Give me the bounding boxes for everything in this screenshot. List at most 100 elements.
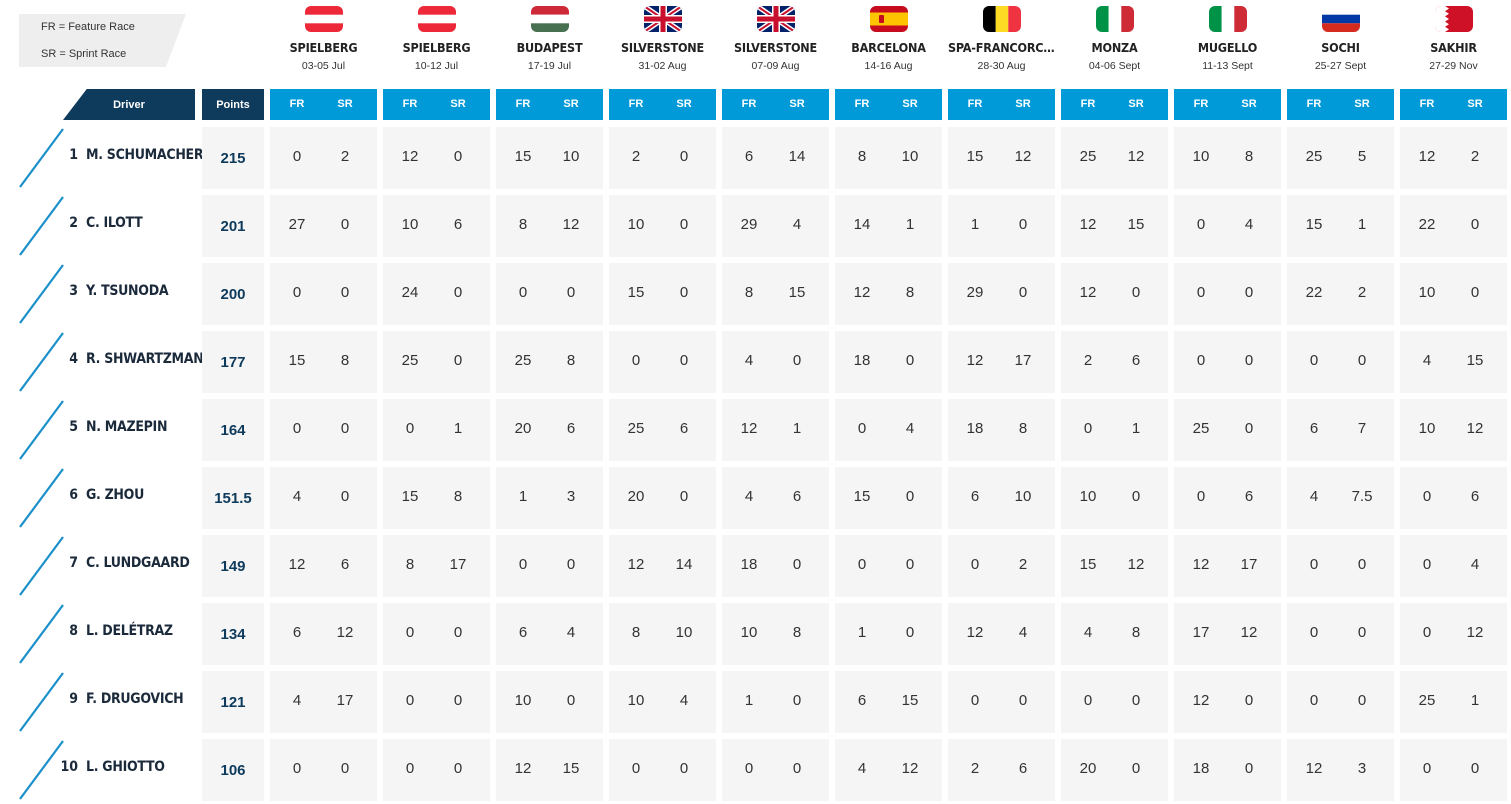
feature-race-points: 12 [1079, 216, 1097, 233]
sprint-race-points: 0 [905, 488, 915, 505]
fr-header: FR [741, 98, 757, 110]
driver-name[interactable]: C. LUNDGAARD [86, 555, 190, 571]
fr-header: FR [1080, 98, 1096, 110]
sprint-race-points: 3 [566, 488, 576, 505]
feature-race-points: 29 [740, 216, 758, 233]
sprint-race-points: 0 [340, 760, 350, 777]
race-result-cell: 18 0 [1174, 739, 1281, 801]
italy-flag-icon [1208, 6, 1247, 32]
driver-name[interactable]: L. GHIOTTO [86, 759, 165, 775]
driver-name[interactable]: R. SHWARTZMAN [86, 351, 204, 367]
race-result-cell: 12 1 [722, 399, 829, 461]
race-type-header: FR SR [835, 89, 942, 120]
sprint-race-points: 12 [562, 216, 580, 233]
feature-race-points: 20 [1079, 760, 1097, 777]
driver-name[interactable]: M. SCHUMACHER [86, 147, 204, 163]
circuit-7: SPA-FRANCORC... 28-30 Aug [948, 6, 1055, 72]
circuit-11: SAKHIR 27-29 Nov [1400, 6, 1507, 72]
driver-position: 8 [69, 623, 78, 639]
race-result-cell: 1 0 [722, 671, 829, 733]
race-result-cell: 0 6 [1174, 467, 1281, 529]
table-row[interactable]: 6 G. ZHOU 151.5 4 0 15 8 1 3 20 0 4 6 15… [0, 467, 1511, 529]
race-result-cell: 0 0 [270, 739, 377, 801]
driver-name[interactable]: F. DRUGOVICH [86, 691, 184, 707]
feature-race-points: 25 [627, 420, 645, 437]
circuit-6: BARCELONA 14-16 Aug [835, 6, 942, 72]
race-result-cell: 0 0 [948, 671, 1055, 733]
slash-accent-icon [19, 332, 64, 392]
sprint-race-points: 0 [679, 352, 689, 369]
feature-race-points: 8 [857, 148, 867, 165]
table-row[interactable]: 2 C. ILOTT 201 27 0 10 6 8 12 10 0 29 4 … [0, 195, 1511, 257]
circuit-dates: 07-09 Aug [751, 60, 800, 72]
race-result-cell: 6 10 [948, 467, 1055, 529]
race-result-cell: 2 6 [1061, 331, 1168, 393]
race-result-cell: 0 0 [835, 535, 942, 597]
sprint-race-points: 0 [1244, 760, 1254, 777]
feature-race-points: 0 [1309, 624, 1319, 641]
feature-race-points: 4 [1309, 488, 1319, 505]
feature-race-points: 10 [514, 692, 532, 709]
sprint-race-points: 17 [1240, 556, 1258, 573]
sr-header: SR [789, 98, 805, 110]
table-row[interactable]: 3 Y. TSUNODA 200 0 0 24 0 0 0 15 0 8 15 … [0, 263, 1511, 325]
table-row[interactable]: 4 R. SHWARTZMAN 177 15 8 25 0 25 8 0 0 4… [0, 331, 1511, 393]
race-result-cell: 12 15 [496, 739, 603, 801]
sprint-race-points: 0 [340, 488, 350, 505]
race-result-cell: 6 12 [270, 603, 377, 665]
race-result-cell: 4 17 [270, 671, 377, 733]
race-type-legend: FR = Feature Race SR = Sprint Race [19, 14, 186, 67]
sprint-race-points: 12 [1127, 556, 1145, 573]
driver-name[interactable]: C. ILOTT [86, 215, 143, 231]
table-row[interactable]: 10 L. GHIOTTO 106 0 0 0 0 12 15 0 0 0 0 … [0, 739, 1511, 801]
driver-position: 2 [69, 215, 78, 231]
driver-points: 177 [202, 331, 264, 393]
sprint-race-points: 12 [1466, 420, 1484, 437]
race-type-header: FR SR [496, 89, 603, 120]
sprint-race-points: 0 [453, 624, 463, 641]
sprint-race-points: 0 [1357, 556, 1367, 573]
driver-name[interactable]: L. DELÉTRAZ [86, 623, 173, 639]
sprint-race-points: 0 [566, 284, 576, 301]
race-result-cell: 0 1 [1061, 399, 1168, 461]
feature-race-points: 0 [1422, 760, 1432, 777]
fr-header: FR [1306, 98, 1322, 110]
feature-race-points: 0 [1196, 352, 1206, 369]
driver-name[interactable]: Y. TSUNODA [86, 283, 169, 299]
sprint-race-points: 0 [1357, 352, 1367, 369]
race-result-cell: 27 0 [270, 195, 377, 257]
driver-name[interactable]: N. MAZEPIN [86, 419, 168, 435]
sprint-race-points: 4 [905, 420, 915, 437]
race-type-header: FR SR [948, 89, 1055, 120]
sprint-race-points: 0 [679, 488, 689, 505]
sprint-race-points: 6 [679, 420, 689, 437]
table-row[interactable]: 9 F. DRUGOVICH 121 4 17 0 0 10 0 10 4 1 … [0, 671, 1511, 733]
sprint-race-points: 6 [1244, 488, 1254, 505]
feature-race-points: 1 [970, 216, 980, 233]
table-row[interactable]: 1 M. SCHUMACHER 215 0 2 12 0 15 10 2 0 6… [0, 127, 1511, 189]
driver-points: 151.5 [202, 467, 264, 529]
race-result-cell: 4 12 [835, 739, 942, 801]
race-result-cell: 25 6 [609, 399, 716, 461]
fr-header: FR [402, 98, 418, 110]
circuit-dates: 14-16 Aug [864, 60, 913, 72]
table-row[interactable]: 8 L. DELÉTRAZ 134 6 12 0 0 6 4 8 10 10 8… [0, 603, 1511, 665]
feature-race-points: 18 [740, 556, 758, 573]
uk-flag-icon [643, 6, 682, 32]
sprint-race-points: 12 [336, 624, 354, 641]
sprint-race-points: 2 [1470, 148, 1480, 165]
feature-race-points: 20 [514, 420, 532, 437]
feature-race-points: 12 [1418, 148, 1436, 165]
race-result-cell: 12 0 [1174, 671, 1281, 733]
feature-race-points: 0 [744, 760, 754, 777]
points-column-header: Points [202, 89, 264, 120]
table-row[interactable]: 7 C. LUNDGAARD 149 12 6 8 17 0 0 12 14 1… [0, 535, 1511, 597]
sr-header: SR [1354, 98, 1370, 110]
race-result-cell: 0 4 [1400, 535, 1507, 597]
circuit-name: MUGELLO [1197, 40, 1258, 55]
table-row[interactable]: 5 N. MAZEPIN 164 0 0 0 1 20 6 25 6 12 1 … [0, 399, 1511, 461]
sprint-race-points: 6 [566, 420, 576, 437]
driver-name[interactable]: G. ZHOU [86, 487, 145, 503]
race-result-cell: 15 0 [835, 467, 942, 529]
fr-header: FR [628, 98, 644, 110]
